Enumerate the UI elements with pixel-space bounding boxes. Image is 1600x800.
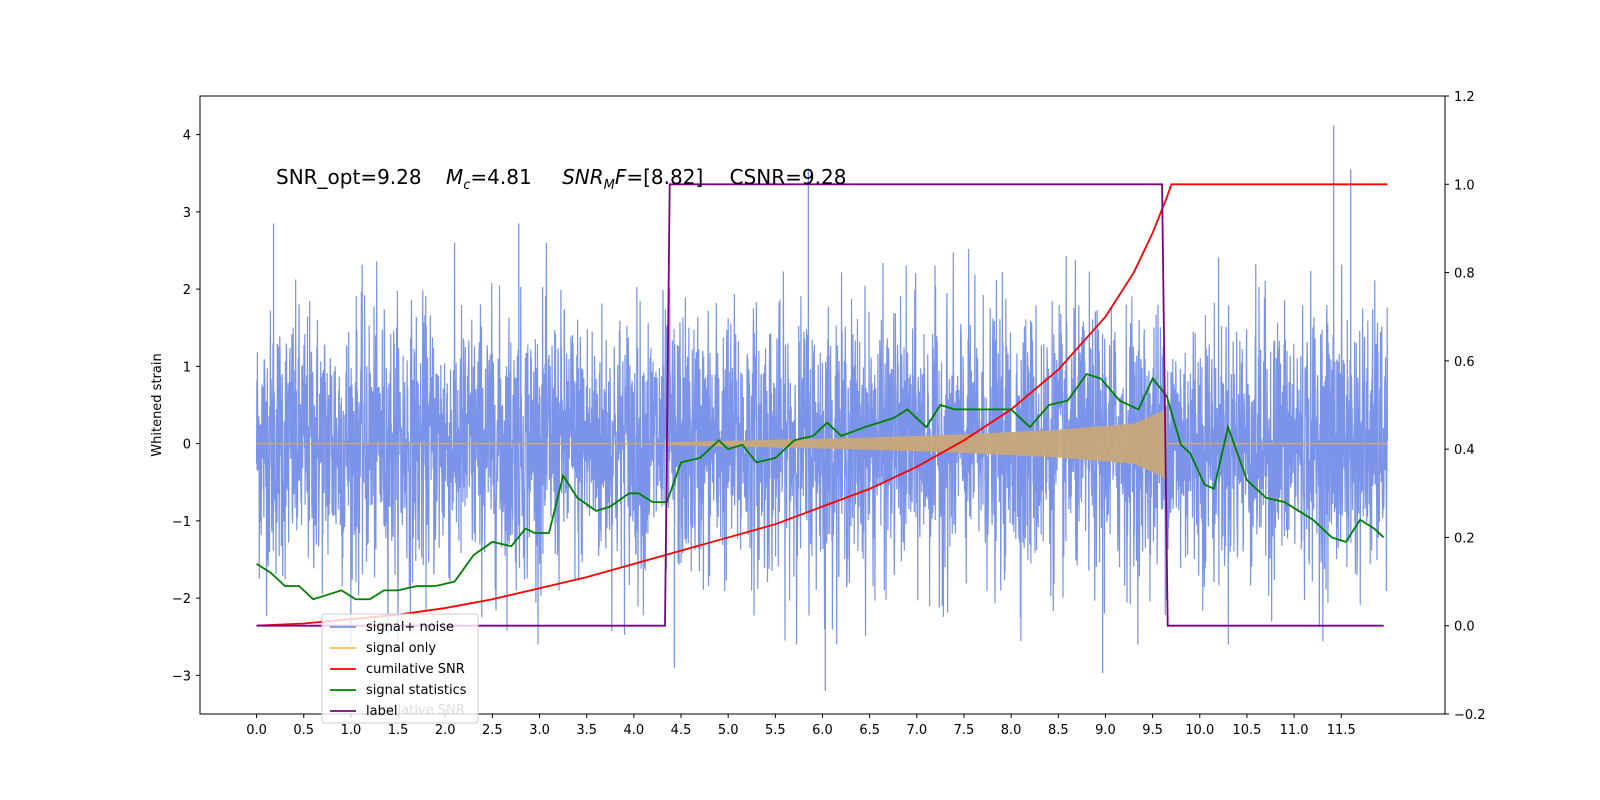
mc-symbol: M: [446, 165, 463, 189]
right-axis-series: [256, 183, 1388, 627]
y-tick-label-right: 1.2: [1454, 90, 1475, 105]
signal-only-series: [256, 405, 1388, 483]
x-tick-label: 2.5: [482, 723, 503, 738]
y-tick-label-left: 1: [183, 360, 191, 375]
x-tick-label: 8.5: [1048, 723, 1069, 738]
x-tick-label: 7.0: [906, 723, 927, 738]
x-tick-label: 6.5: [859, 723, 880, 738]
x-tick-label: 3.0: [529, 723, 550, 738]
mf-symbol: SNR: [562, 165, 604, 189]
legend-label: cumilative SNR: [366, 662, 465, 677]
x-tick-label: 8.0: [1001, 723, 1022, 738]
x-tick-label: 1.5: [388, 723, 409, 738]
x-tick-label: 9.5: [1142, 723, 1163, 738]
noise-trace: [255, 242, 1389, 645]
y-tick-label-right: 0.6: [1454, 355, 1475, 370]
x-tick-label: 1.0: [341, 723, 362, 738]
stats-annotation: SNR_opt=9.28 Mc=4.81 SNRMF=[8.82] CSNR=9…: [276, 165, 846, 193]
x-tick-label: 0.5: [293, 723, 314, 738]
y-tick-label-left: 0: [183, 438, 191, 453]
x-tick-label: 5.5: [765, 723, 786, 738]
x-tick-label: 5.0: [718, 723, 739, 738]
signal-statistics-line: [256, 373, 1385, 601]
legend: cumilative SNR signal+ noise signal only c…: [321, 613, 479, 724]
x-tick-label: 0.0: [246, 723, 267, 738]
mf-subscript: M: [604, 178, 615, 193]
y-tick-label-left: 2: [183, 283, 191, 298]
y-tick-label-right: 0.2: [1454, 531, 1475, 546]
x-tick-label: 10.0: [1185, 723, 1214, 738]
x-tick-label: 3.5: [576, 723, 597, 738]
x-tick-label: 6.0: [812, 723, 833, 738]
legend-label: signal only: [366, 641, 436, 656]
label-line: [256, 183, 1384, 627]
mf-symbol-2: F: [615, 165, 627, 189]
legend-label: signal+ noise: [366, 620, 454, 635]
x-tick-label: 7.5: [954, 723, 975, 738]
mc-subscript: c: [463, 178, 470, 193]
y-axis-label-left: Whitened strain: [150, 353, 165, 456]
legend-underlay-text: cumilative SNR: [366, 703, 465, 718]
y-axis-left: −3 −2 −1 0 1 2 3 4: [172, 129, 200, 684]
y-tick-label-right: −0.2: [1454, 708, 1486, 723]
legend-box: [321, 613, 479, 724]
snr-opt-text: SNR_opt=9.28: [276, 165, 422, 189]
x-tick-label: 2.0: [435, 723, 456, 738]
y-tick-label-right: 0.4: [1454, 443, 1475, 458]
mc-value: =4.81: [470, 165, 531, 189]
legend-label: label: [366, 704, 397, 719]
y-axis-right: −0.2 0.0 0.2 0.4 0.6 0.8 1.0 1.2: [1445, 90, 1486, 723]
y-tick-label-left: −1: [172, 515, 191, 530]
x-tick-label: 4.0: [624, 723, 645, 738]
csnr-text: CSNR=9.28: [730, 165, 847, 189]
legend-label: signal statistics: [366, 683, 467, 698]
x-tick-label: 11.5: [1327, 723, 1356, 738]
x-tick-label: 4.5: [671, 723, 692, 738]
cumulative-snr-line: [256, 183, 1388, 627]
x-tick-label: 11.0: [1280, 723, 1309, 738]
y-tick-label-left: 4: [183, 129, 191, 144]
y-tick-label-right: 0.0: [1454, 620, 1475, 635]
mf-value: =[8.82]: [626, 165, 703, 189]
y-tick-label-left: 3: [183, 206, 191, 221]
y-tick-label-right: 1.0: [1454, 178, 1475, 193]
x-tick-label: 10.5: [1232, 723, 1261, 738]
x-tick-label: 9.0: [1095, 723, 1116, 738]
y-tick-label-right: 0.8: [1454, 267, 1475, 282]
signal-envelope: [666, 405, 1167, 483]
y-tick-label-left: −2: [172, 592, 191, 607]
y-tick-label-left: −3: [172, 669, 191, 684]
x-axis: 0.0 0.5 1.0 1.5 2.0 2.5 3.0 3.5 4.0 4.5 5.0 5.5 6.0 6…: [246, 714, 1356, 738]
